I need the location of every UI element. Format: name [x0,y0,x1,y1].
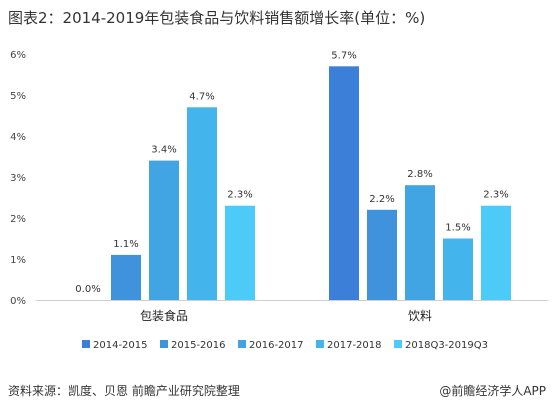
bar-chart: 0% 1% 2% 3% 4% 5% 6% 0.0% 1.1% 3.4% 4.7% 2.3% 包装食品 5.… [10,50,548,351]
y-tick-label: 6% [10,50,26,61]
data-label: 3.4% [151,145,176,156]
legend-swatch [394,340,402,348]
data-label: 0.0% [75,284,100,295]
legend-label: 2014-2015 [93,340,148,351]
legend-label: 2016-2017 [249,340,304,351]
data-label: 4.7% [189,91,214,102]
y-tick-label: 0% [10,296,26,307]
y-tick-label: 1% [10,255,26,266]
data-label: 2.3% [227,190,252,201]
data-label: 1.5% [445,223,470,234]
y-tick-label: 3% [10,173,26,184]
source-note: 资料来源：凯度、贝恩 前瞻产业研究院整理 [8,384,240,398]
data-label: 2.8% [407,169,432,180]
category-label: 包装食品 [140,308,188,323]
data-label: 2.2% [369,194,394,205]
legend-swatch [160,340,168,348]
legend-label: 2018Q3-2019Q3 [405,340,488,351]
bar-2018Q3-2019Q3 [225,205,255,300]
legend-label: 2017-2018 [327,340,382,351]
brand-credit: @前瞻经济学人APP [439,384,546,398]
category-label: 饮料 [408,309,432,323]
legend-swatch [316,340,324,348]
legend-swatch [82,340,90,348]
y-tick-label: 2% [10,214,26,225]
y-tick-label: 4% [10,132,26,143]
data-label: 5.7% [331,50,356,61]
data-label: 2.3% [483,190,508,201]
chart-title: 图表2：2014-2019年包装食品与饮料销售额增长率(单位：%) [8,9,426,27]
legend-label: 2015-2016 [171,340,226,351]
bar-2015-2016 [111,254,141,300]
bar-2018Q3-2019Q3 [481,205,511,300]
bar-2014-2015 [329,66,359,300]
legend-swatch [238,340,246,348]
bar-2017-2018 [443,238,473,300]
y-tick-label: 5% [10,91,26,102]
bar-2015-2016 [367,209,397,300]
bar-2016-2017 [149,160,179,300]
bar-2016-2017 [405,185,435,300]
bar-2017-2018 [187,107,217,300]
data-label: 1.1% [113,239,138,250]
